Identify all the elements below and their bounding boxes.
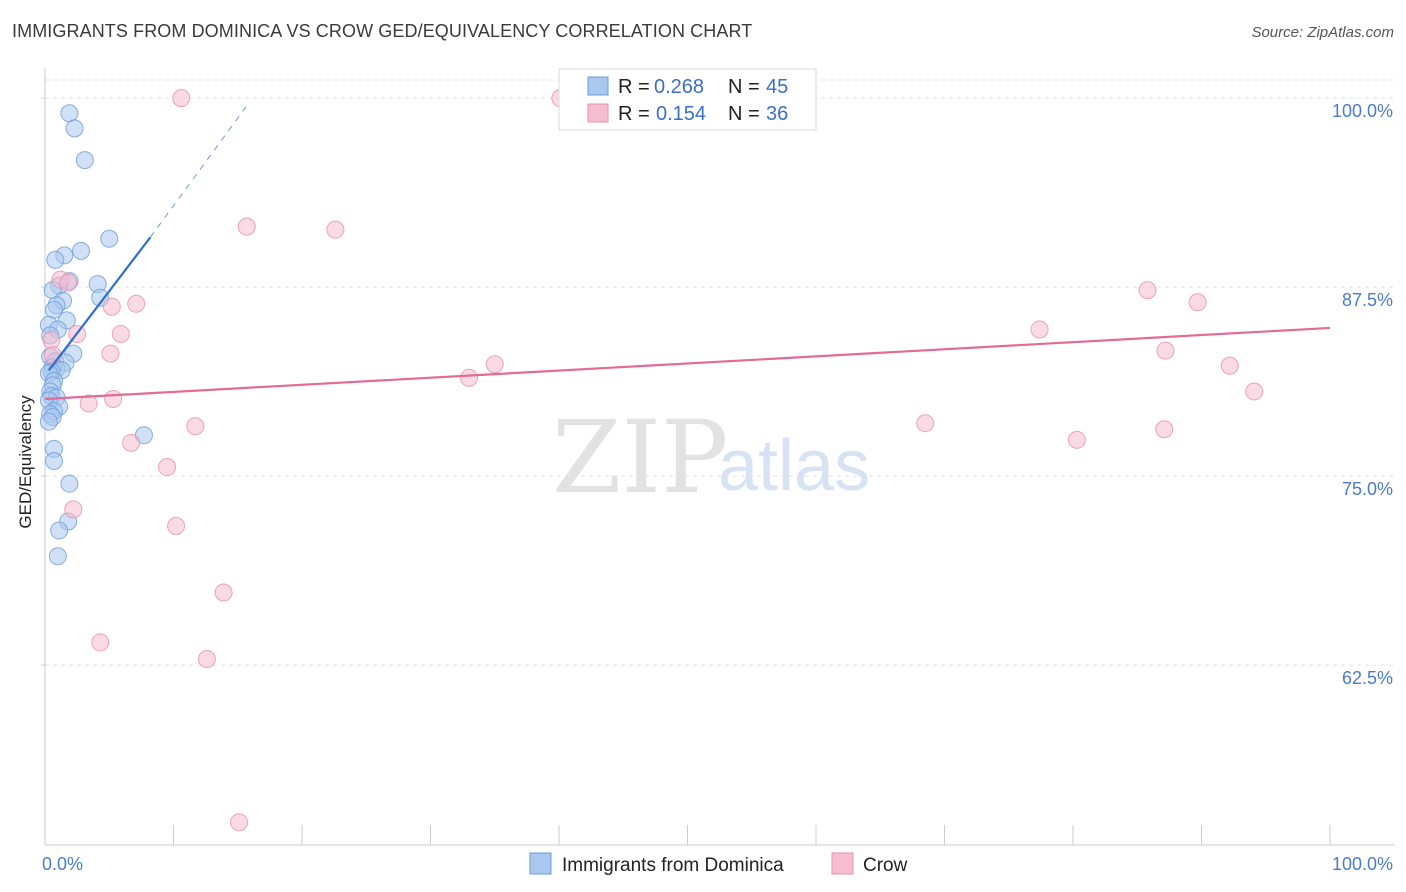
data-point-dominica [65, 119, 84, 138]
data-point-crow [1067, 430, 1086, 449]
y-tick-label: 75.0% [1342, 479, 1393, 499]
data-point-dominica [44, 451, 63, 470]
data-point-crow [101, 344, 120, 363]
legend-r-label-2: R = [618, 103, 650, 125]
source-credit: Source: ZipAtlas.com [1251, 24, 1394, 41]
data-point-crow [197, 650, 216, 669]
data-point-crow [43, 346, 62, 365]
x-tick-labels: 0.0% 100.0% [42, 854, 1393, 874]
data-point-crow [102, 297, 121, 316]
data-point-crow [127, 294, 146, 313]
trend-line-dominica [47, 236, 152, 371]
chart-title: IMMIGRANTS FROM DOMINICA VS CROW GED/EQU… [12, 21, 753, 41]
data-point-dominica [46, 250, 65, 269]
data-point-crow [230, 813, 249, 832]
bottom-legend-swatch-crow [831, 852, 854, 875]
grid [45, 79, 1395, 666]
data-point-crow [186, 417, 205, 436]
y-tick-label: 87.5% [1342, 290, 1393, 310]
data-point-crow [1188, 293, 1207, 312]
x-tick-label-max: 100.0% [1332, 854, 1393, 874]
legend-n-value-1: 45 [766, 76, 788, 98]
axes [41, 68, 1395, 846]
data-point-crow [59, 273, 78, 292]
correlation-legend: R = 0.268 N = 45 R = 0.154 N = 36 [558, 68, 817, 131]
data-point-crow [214, 583, 233, 602]
data-point-crow [485, 355, 504, 374]
legend-n-label-2: N = [728, 103, 760, 125]
series-crow [42, 89, 1264, 832]
data-point-crow [42, 331, 61, 350]
data-point-dominica [75, 151, 94, 170]
data-point-dominica [60, 104, 79, 123]
data-point-crow [326, 220, 345, 239]
data-point-crow [79, 394, 98, 413]
data-point-crow [104, 390, 123, 409]
data-point-crow [158, 458, 177, 477]
trend-line-crow [44, 326, 1331, 401]
data-point-dominica [39, 412, 58, 431]
trend-lines [44, 103, 1331, 401]
legend-r-value-1: 0.268 [654, 76, 704, 98]
x-tick-label-min: 0.0% [42, 854, 83, 874]
trend-line-dominica-extension [149, 103, 249, 238]
legend-n-label-1: N = [728, 76, 760, 98]
data-point-crow [64, 500, 83, 519]
data-point-crow [1030, 320, 1049, 339]
watermark-atlas: atlas [718, 426, 870, 506]
bottom-legend-swatch-dominica [529, 852, 552, 875]
data-point-crow [1156, 341, 1175, 360]
data-point-crow [1245, 382, 1264, 401]
y-tick-labels: 62.5% 75.0% 87.5% 100.0% [1332, 101, 1393, 688]
data-point-crow [122, 433, 141, 452]
data-point-crow [172, 89, 191, 108]
y-tick-label: 100.0% [1332, 101, 1393, 121]
data-point-dominica [50, 521, 69, 540]
data-point-dominica [100, 229, 119, 248]
legend-swatch-pink [587, 103, 609, 123]
data-point-crow [111, 324, 130, 343]
watermark-zip: ZIP [552, 399, 728, 516]
data-point-dominica [60, 474, 79, 493]
bottom-legend-label-dominica: Immigrants from Dominica [562, 855, 784, 876]
bottom-legend-label-crow: Crow [863, 855, 908, 876]
legend-n-value-2: 36 [766, 103, 788, 125]
watermark: ZIP atlas [552, 399, 870, 516]
series-legend: Immigrants from Dominica Crow [529, 852, 908, 876]
data-point-crow [460, 368, 479, 387]
data-point-crow [237, 217, 256, 236]
y-tick-label: 62.5% [1342, 668, 1393, 688]
y-axis-label: GED/Equivalency [16, 395, 35, 529]
data-point-crow [1138, 281, 1157, 300]
legend-r-value-2: 0.154 [656, 103, 706, 125]
data-point-crow [1220, 356, 1239, 375]
legend-swatch-blue [587, 76, 609, 96]
data-point-crow [1155, 420, 1174, 439]
data-point-dominica [48, 547, 67, 566]
data-point-crow [91, 633, 110, 652]
data-point-dominica [71, 241, 90, 260]
legend-r-label-1: R = [618, 76, 650, 98]
data-point-crow [167, 516, 186, 535]
data-point-crow [916, 414, 935, 433]
